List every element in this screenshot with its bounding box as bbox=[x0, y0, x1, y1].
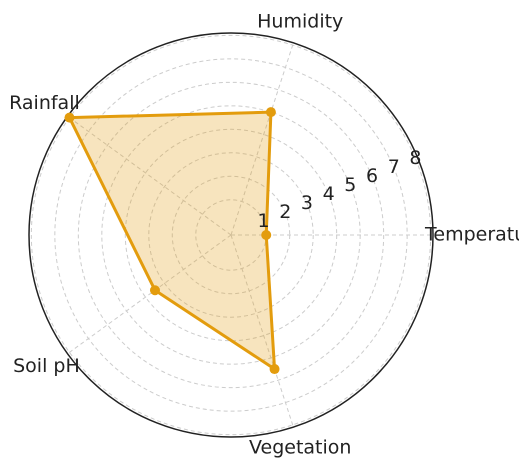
r-tick-label: 3 bbox=[301, 192, 313, 214]
spoke bbox=[230, 42, 294, 236]
grid-circle bbox=[148, 152, 314, 318]
radar-line bbox=[67, 110, 277, 371]
spoke bbox=[67, 234, 232, 355]
grid-circle bbox=[77, 81, 385, 389]
spoke bbox=[67, 115, 232, 236]
radar-point bbox=[261, 230, 272, 240]
r-tick-label: 4 bbox=[323, 183, 335, 205]
outer-frame bbox=[28, 32, 434, 438]
radar-point bbox=[149, 285, 160, 296]
category-label: Soil pH bbox=[13, 355, 80, 377]
spoke bbox=[230, 234, 294, 428]
category-label: Vegetation bbox=[249, 437, 351, 458]
r-tick-label: 1 bbox=[258, 210, 270, 232]
radar-point bbox=[269, 364, 280, 375]
radar-point bbox=[64, 112, 75, 123]
r-tick-label: 6 bbox=[366, 165, 378, 187]
category-label: Humidity bbox=[257, 10, 343, 32]
r-tick-label: 8 bbox=[409, 147, 421, 169]
category-label: Rainfall bbox=[9, 92, 80, 114]
r-tick-label: 5 bbox=[344, 174, 356, 196]
radar-area bbox=[69, 112, 275, 370]
radar-point bbox=[265, 107, 276, 118]
r-tick-label: 7 bbox=[388, 156, 400, 178]
category-label: Temperature bbox=[424, 224, 519, 246]
r-tick-label: 2 bbox=[279, 201, 291, 223]
